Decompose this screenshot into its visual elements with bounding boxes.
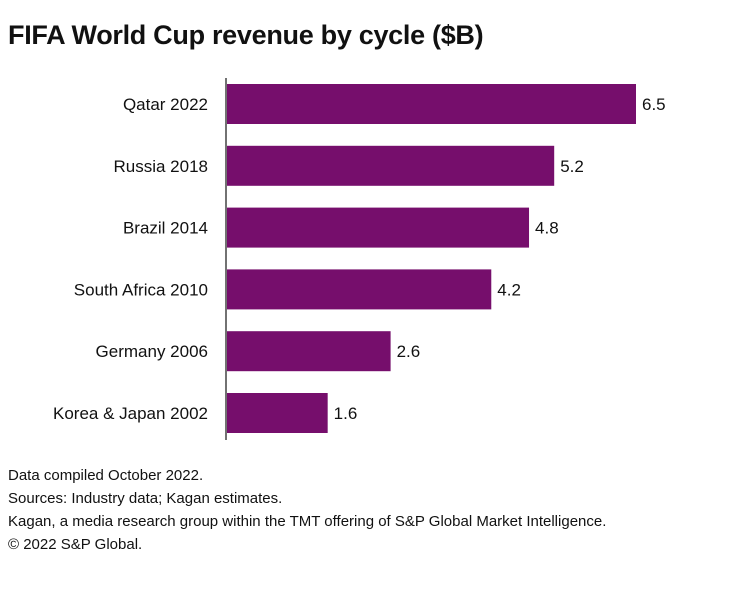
bar [227, 393, 328, 433]
footer-note: Data compiled October 2022. [8, 467, 204, 484]
value-label: 6.5 [642, 95, 666, 114]
category-label: South Africa 2010 [74, 280, 208, 299]
footer-sources: Sources: Industry data; Kagan estimates. [8, 490, 283, 507]
chart-title: FIFA World Cup revenue by cycle ($B) [8, 20, 484, 50]
bar [227, 145, 555, 186]
category-label: Brazil 2014 [123, 219, 208, 238]
value-label: 4.8 [535, 219, 559, 238]
category-label: Korea & Japan 2002 [53, 404, 208, 423]
bar [227, 207, 530, 248]
bar [227, 269, 492, 310]
value-label: 1.6 [334, 404, 358, 423]
category-label: Qatar 2022 [123, 95, 208, 114]
bar [227, 84, 636, 124]
value-label: 2.6 [397, 342, 421, 361]
value-label: 5.2 [560, 157, 584, 176]
footer-copyright: © 2022 S&P Global. [8, 536, 143, 553]
footer-kagan: Kagan, a media research group within the… [8, 513, 607, 530]
bar [227, 331, 391, 372]
chart-footer: Data compiled October 2022. Sources: Ind… [8, 464, 728, 556]
category-label: Germany 2006 [96, 342, 208, 361]
bar-chart: Qatar 2022 6.5 Russia 2018 5.2 Brazil 2014 4.… [53, 78, 666, 440]
category-label: Russia 2018 [113, 157, 208, 176]
value-label: 4.2 [497, 280, 521, 299]
